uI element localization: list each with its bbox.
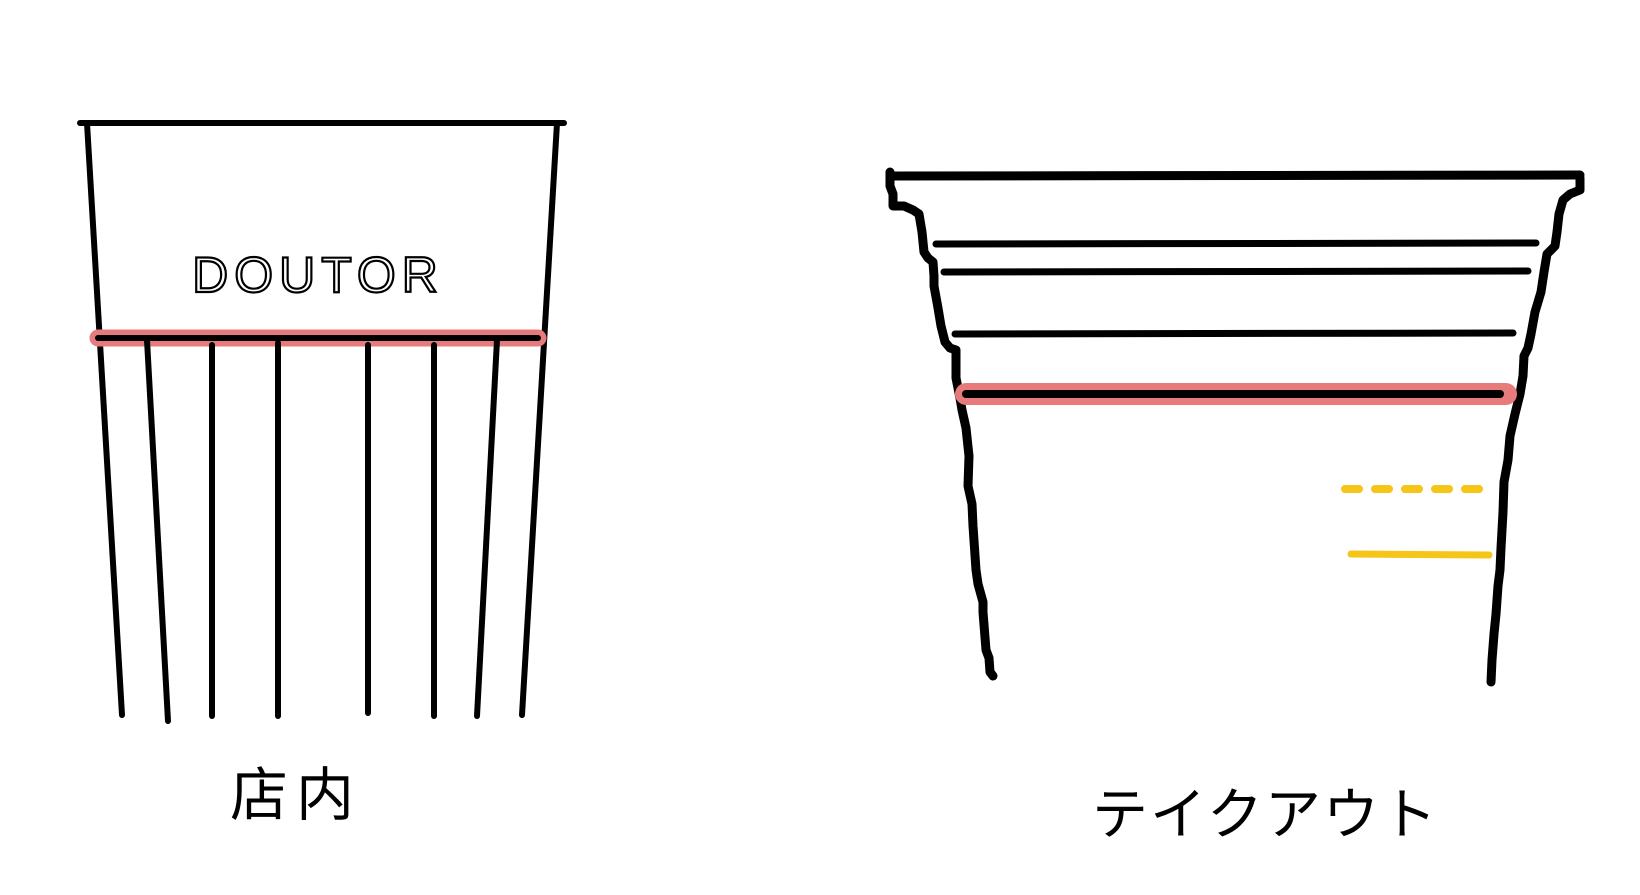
takeout-cup-rim xyxy=(885,170,1585,181)
instore-glass-rib xyxy=(474,337,500,719)
takeout-cup-right-wall xyxy=(1486,173,1585,687)
takeout-guide-solid xyxy=(1347,550,1493,559)
takeout-caption: テイクアウト xyxy=(1092,783,1439,848)
takeout-cup-rib xyxy=(940,267,1532,276)
instore-glass-left-wall xyxy=(84,120,125,718)
takeout-cup-left-wall xyxy=(885,167,998,681)
instore-glass: DOUTOR xyxy=(77,120,567,724)
takeout-cup xyxy=(885,167,1585,687)
instore-caption: 店内 xyxy=(230,761,363,829)
instore-glass-rib xyxy=(144,337,171,724)
takeout-cup-rib xyxy=(932,239,1540,248)
takeout-cup-rib xyxy=(951,329,1517,338)
instore-glass-right-wall xyxy=(519,120,560,718)
instore-brand-text: DOUTOR xyxy=(192,247,444,303)
